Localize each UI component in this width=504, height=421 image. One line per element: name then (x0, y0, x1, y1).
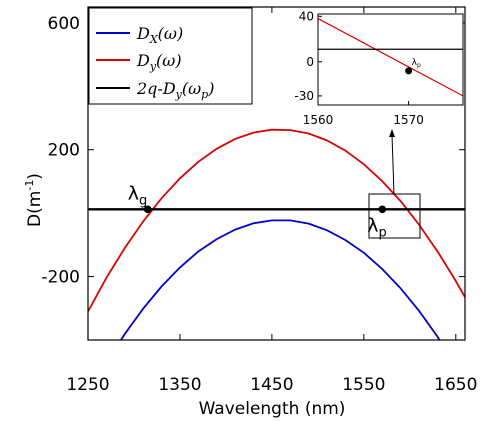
points-layer: λg λp (128, 182, 387, 240)
x-axis-label: Wavelength (nm) (199, 399, 346, 419)
marker-label-1: λp (367, 214, 387, 240)
legend: DX(ω) Dy(ω) 2q-Dy(ωp) (89, 8, 252, 104)
x-tick-label-1: 1350 (158, 375, 201, 395)
inset-y-tick-label-2: 40 (299, 9, 314, 23)
x-tick-label-2: 1450 (250, 375, 293, 395)
x-tick-label-0: 1250 (66, 375, 109, 395)
inset-y-tick-label-1: 0 (306, 55, 314, 69)
y-axis-label: D(m-1) (23, 173, 45, 227)
x-tick-label-4: 1650 (434, 375, 477, 395)
y-tick-label-1: 200 (48, 141, 80, 161)
y-tick-label-0: -200 (41, 268, 80, 288)
svg-text:Dy(ω): Dy(ω) (136, 51, 182, 73)
inset-point (405, 67, 412, 74)
series-layer (88, 130, 465, 395)
marker-point-1 (378, 206, 386, 214)
y-tick-label-2: 600 (48, 14, 80, 34)
marker-label-0: λg (128, 182, 148, 208)
zoom-arrow-head (389, 129, 395, 137)
series-line-0 (88, 220, 465, 394)
inset-x-tick-label-1: 1570 (393, 113, 424, 127)
inset-x-tick-label-0: 1560 (303, 113, 334, 127)
svg-text:DX(ω): DX(ω) (136, 24, 183, 46)
inset-y-tick-label-0: -30 (294, 89, 314, 103)
zoom-arrow (392, 135, 394, 194)
x-tick-label-3: 1550 (342, 375, 385, 395)
